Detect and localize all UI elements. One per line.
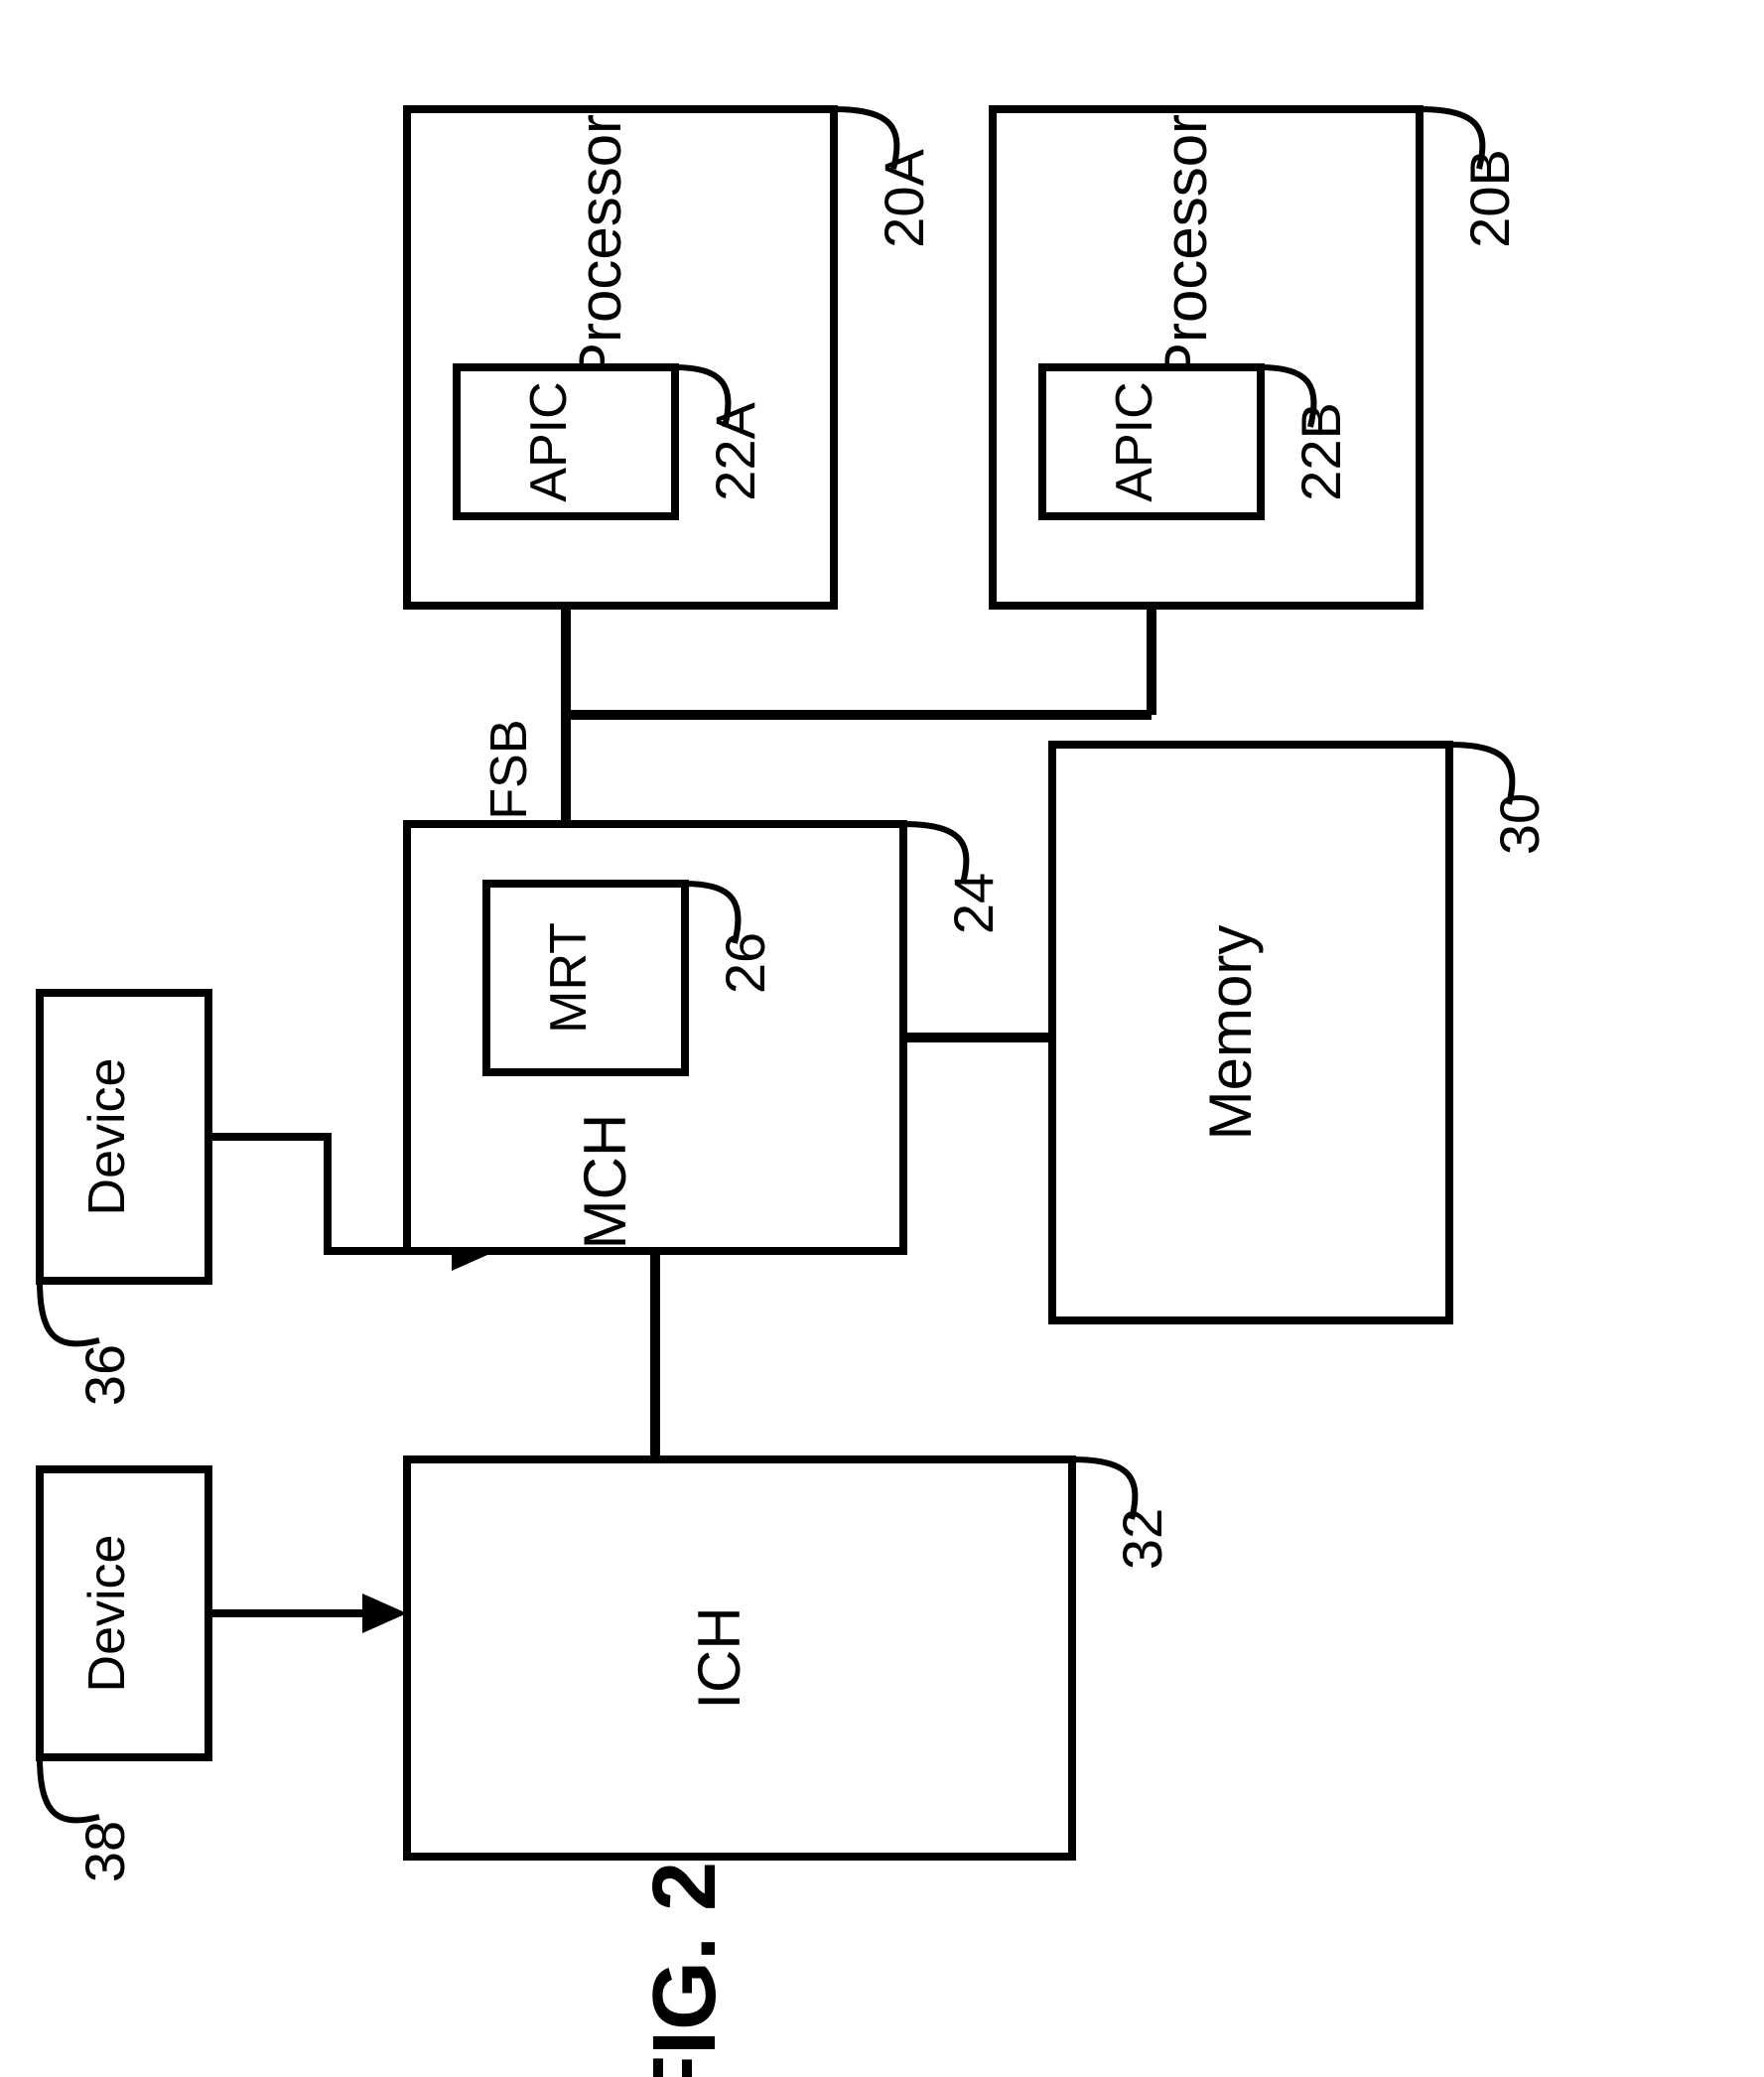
processor-a-label: Processor — [567, 114, 633, 382]
ref-22a: 22A — [704, 402, 766, 501]
ref-36: 36 — [73, 1344, 136, 1406]
ref-20b: 20B — [1458, 149, 1521, 248]
memory-label: Memory — [1197, 925, 1264, 1141]
ref-22b: 22B — [1289, 402, 1352, 501]
device-36-label: Device — [78, 1058, 136, 1216]
apic-a-label: APIC — [520, 381, 578, 501]
device-38: Device 38 — [40, 1469, 208, 1882]
fsb-label: FSB — [480, 719, 538, 819]
conn-device38-ich — [208, 1593, 407, 1633]
ich: ICH 32 — [407, 1459, 1173, 1857]
ref-20a: 20A — [873, 149, 935, 248]
ref-24: 24 — [942, 873, 1005, 934]
processor-a: Processor 20A — [407, 109, 935, 606]
mrt-label: MRT — [540, 922, 598, 1034]
figure-label: FIG. 2 — [635, 1862, 735, 2077]
ref-30: 30 — [1488, 793, 1551, 855]
processor-b: Processor 20B — [993, 109, 1521, 606]
ref-38: 38 — [73, 1821, 136, 1882]
processor-b-label: Processor — [1153, 114, 1219, 382]
diagram-canvas: Processor 20A APIC 22A Processor 20B API… — [0, 0, 1764, 2077]
ref-32: 32 — [1111, 1508, 1173, 1570]
apic-b-label: APIC — [1106, 381, 1163, 501]
device-36: Device 36 — [40, 993, 208, 1406]
ref-26: 26 — [714, 932, 776, 994]
device-38-label: Device — [78, 1535, 136, 1693]
mch-label: MCH — [572, 1114, 638, 1250]
ich-label: ICH — [686, 1606, 752, 1709]
memory: Memory 30 — [1052, 745, 1551, 1320]
